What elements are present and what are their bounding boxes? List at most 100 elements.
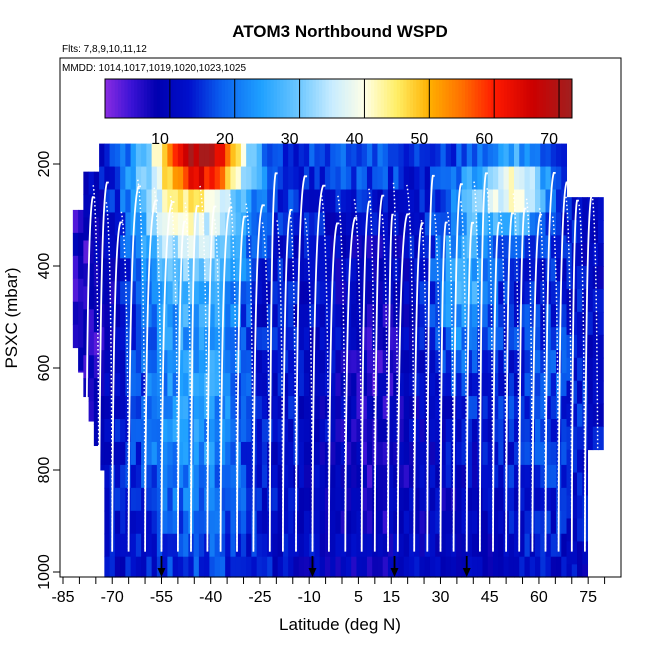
heatmap-cell: [577, 357, 583, 382]
heatmap-cell: [135, 419, 142, 443]
heatmap-cell: [482, 212, 489, 236]
heatmap-cell: [335, 143, 342, 168]
heatmap-cell: [471, 487, 478, 512]
colorbar-swatch: [325, 79, 330, 118]
heatmap-cell: [456, 556, 462, 578]
heatmap-cell: [540, 510, 547, 535]
heatmap-cell: [477, 304, 483, 328]
heatmap-cell: [540, 189, 547, 213]
colorbar-swatch: [283, 79, 288, 118]
heatmap-cell: [592, 334, 599, 359]
heatmap-cell: [445, 373, 452, 397]
heatmap-cell: [435, 143, 441, 168]
heatmap-cell: [193, 189, 200, 213]
heatmap-cell: [456, 373, 462, 397]
heatmap-cell: [93, 194, 100, 219]
heatmap-cell: [240, 258, 247, 282]
heatmap-cell: [214, 235, 221, 259]
heatmap-cell: [162, 212, 168, 236]
heatmap-cell: [445, 281, 452, 305]
heatmap-cell: [435, 166, 441, 190]
heatmap-cell: [513, 464, 520, 489]
heatmap-cell: [356, 487, 363, 512]
heatmap-cell: [204, 166, 210, 190]
heatmap-cell: [429, 143, 436, 168]
heatmap-cell: [193, 327, 200, 351]
heatmap-cell: [508, 487, 515, 512]
heatmap-cell: [183, 487, 189, 512]
heatmap-cell: [592, 380, 599, 405]
heatmap-cell: [377, 441, 384, 466]
heatmap-cell: [162, 396, 168, 420]
heatmap-cell: [146, 166, 153, 190]
heatmap-cell: [398, 419, 405, 443]
heatmap-cell: [235, 258, 242, 282]
heatmap-cell: [204, 281, 210, 305]
heatmap-cell: [466, 510, 473, 535]
colorbar-swatch: [490, 79, 495, 118]
heatmap-cell: [335, 441, 342, 466]
heatmap-cell: [251, 143, 258, 168]
heatmap-cell: [508, 510, 515, 535]
colorbar-swatch: [234, 79, 239, 118]
heatmap-cell: [393, 533, 399, 558]
heatmap-cell: [277, 166, 284, 190]
heatmap-cell: [120, 350, 126, 374]
heatmap-cell: [387, 281, 394, 305]
heatmap-cell: [256, 327, 263, 351]
heatmap-cell: [293, 212, 300, 236]
y-tick-label: 200: [36, 151, 53, 178]
heatmap-cell: [277, 235, 284, 259]
heatmap-cell: [471, 441, 478, 466]
heatmap-cell: [382, 464, 389, 489]
heatmap-cell: [330, 327, 336, 351]
heatmap-cell: [414, 143, 420, 168]
heatmap-cell: [99, 304, 105, 328]
heatmap-cell: [78, 370, 84, 373]
heatmap-cell: [482, 350, 489, 374]
heatmap-cell: [545, 556, 552, 578]
heatmap-cell: [398, 464, 405, 489]
colorbar-swatch: [228, 79, 232, 118]
heatmap-cell: [424, 189, 431, 213]
heatmap-cell: [214, 327, 221, 351]
heatmap-cell: [440, 304, 447, 328]
heatmap-cell: [293, 281, 300, 305]
heatmap-cell: [345, 441, 352, 466]
heatmap-cell: [272, 419, 279, 443]
heatmap-cell: [183, 396, 189, 420]
heatmap-cell: [261, 533, 268, 558]
heatmap-cell: [598, 220, 604, 244]
heatmap-cell: [230, 281, 237, 305]
heatmap-cell: [351, 441, 357, 466]
heatmap-cell: [319, 212, 326, 236]
colorbar-swatch: [383, 79, 388, 118]
heatmap-cell: [335, 327, 342, 351]
colorbar-swatch: [237, 79, 242, 118]
heatmap-cell: [209, 441, 216, 466]
colorbar-swatch: [348, 79, 352, 118]
heatmap-cell: [130, 143, 137, 168]
heatmap-cell: [282, 373, 289, 397]
heatmap-cell: [130, 441, 137, 466]
heatmap-cell: [288, 143, 294, 168]
heatmap-cell: [550, 350, 557, 374]
heatmap-cell: [393, 258, 399, 282]
heatmap-cell: [361, 189, 368, 213]
x-tick-label: -25: [248, 589, 271, 606]
heatmap-cell: [535, 350, 541, 374]
heatmap-cell: [177, 166, 184, 190]
heatmap-cell: [298, 419, 305, 443]
heatmap-cell: [309, 235, 315, 259]
heatmap-cell: [561, 327, 568, 351]
heatmap-cell: [298, 510, 305, 535]
heatmap-cell: [377, 258, 384, 282]
heatmap-cell: [256, 189, 263, 213]
heatmap-cell: [109, 258, 116, 282]
heatmap-cell: [177, 510, 184, 535]
heatmap-cell: [524, 143, 531, 168]
heatmap-cell: [209, 396, 216, 420]
heatmap-cell: [377, 304, 384, 328]
heatmap-cell: [282, 143, 289, 168]
